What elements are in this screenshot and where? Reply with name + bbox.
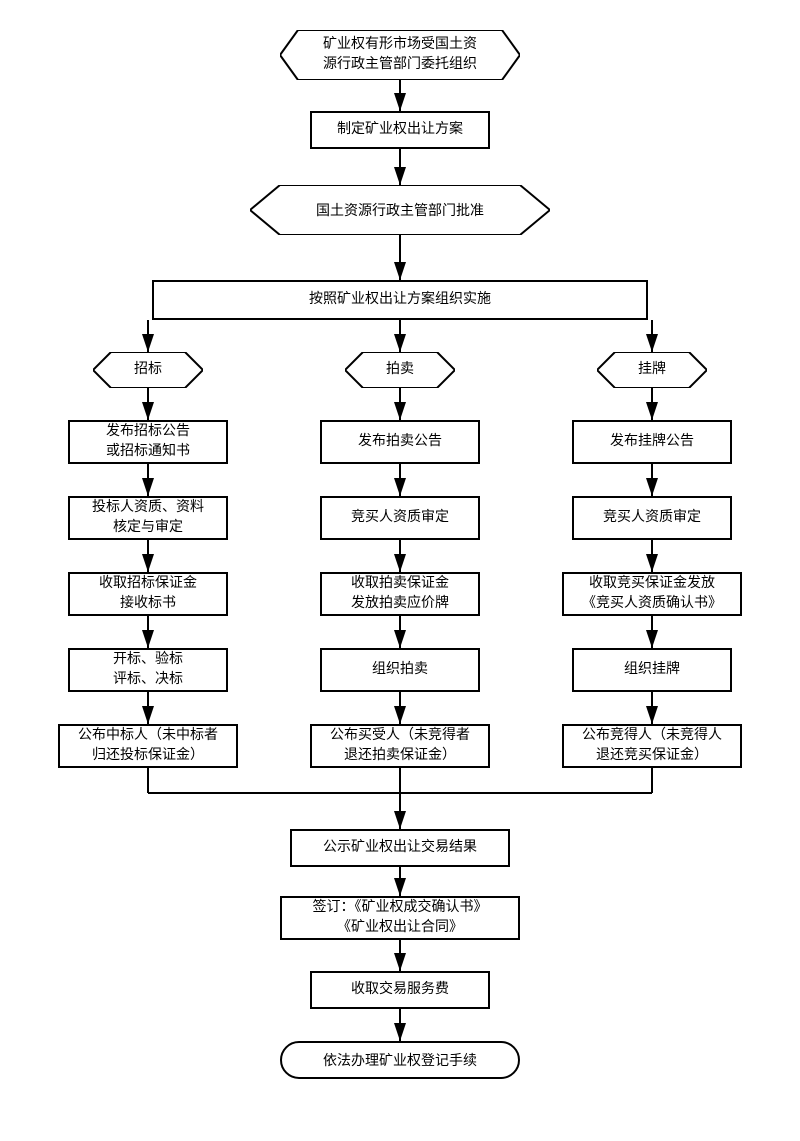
node-label: 收取竞买保证金发放 《竞买人资质确认书》 (582, 574, 722, 613)
node-label: 收取交易服务费 (351, 980, 449, 1000)
node-label: 发布拍卖公告 (358, 432, 442, 452)
rect-list4: 组织挂牌 (572, 648, 732, 692)
node-label: 开标、验标 评标、决标 (113, 650, 183, 689)
rect-bid2: 投标人资质、资料 核定与审定 (68, 496, 228, 540)
rect-bid5: 公布中标人（未中标者 归还投标保证金） (58, 724, 238, 768)
node-label: 依法办理矿业权登记手续 (323, 1050, 477, 1070)
node-label: 挂牌 (616, 360, 688, 380)
rect-publish: 公示矿业权出让交易结果 (290, 829, 510, 867)
node-label: 公布竞得人（未竞得人 退还竞买保证金） (582, 726, 722, 765)
rect-list3: 收取竞买保证金发放 《竞买人资质确认书》 (562, 572, 742, 616)
rect-auc2: 竞买人资质审定 (320, 496, 480, 540)
node-label: 按照矿业权出让方案组织实施 (309, 290, 491, 310)
node-label: 竞买人资质审定 (351, 508, 449, 528)
hexagon-list_head: 挂牌 (597, 352, 707, 388)
connector-layer (0, 0, 800, 1141)
node-label: 竞买人资质审定 (603, 508, 701, 528)
node-label: 招标 (112, 360, 184, 380)
rect-sign: 签订：《矿业权成交确认书》 《矿业权出让合同》 (280, 896, 520, 940)
rect-auc1: 发布拍卖公告 (320, 420, 480, 464)
node-label: 投标人资质、资料 核定与审定 (92, 498, 204, 537)
rect-list5: 公布竞得人（未竞得人 退还竞买保证金） (562, 724, 742, 768)
node-label: 发布招标公告 或招标通知书 (106, 422, 190, 461)
rect-auc3: 收取拍卖保证金 发放拍卖应价牌 (320, 572, 480, 616)
rect-bid3: 收取招标保证金 接收标书 (68, 572, 228, 616)
rect-fee: 收取交易服务费 (310, 971, 490, 1009)
node-label: 收取拍卖保证金 发放拍卖应价牌 (351, 574, 449, 613)
node-label: 发布挂牌公告 (610, 432, 694, 452)
node-label: 拍卖 (364, 360, 436, 380)
rect-implement: 按照矿业权出让方案组织实施 (152, 280, 648, 320)
hexagon-bid_head: 招标 (93, 352, 203, 388)
hexagon-auc_head: 拍卖 (345, 352, 455, 388)
node-label: 签订：《矿业权成交确认书》 《矿业权出让合同》 (313, 898, 488, 937)
rect-bid4: 开标、验标 评标、决标 (68, 648, 228, 692)
node-label: 矿业权有形市场受国土资 源行政主管部门委托组织 (301, 35, 499, 74)
node-label: 公布中标人（未中标者 归还投标保证金） (78, 726, 218, 765)
node-label: 国土资源行政主管部门批准 (316, 200, 484, 220)
node-label: 公布买受人（未竞得者 退还拍卖保证金） (330, 726, 470, 765)
node-label: 组织拍卖 (372, 660, 428, 680)
hexagon-start: 矿业权有形市场受国土资 源行政主管部门委托组织 (280, 30, 520, 80)
node-label: 组织挂牌 (624, 660, 680, 680)
node-label: 收取招标保证金 接收标书 (99, 574, 197, 613)
rect-auc4: 组织拍卖 (320, 648, 480, 692)
rect-bid1: 发布招标公告 或招标通知书 (68, 420, 228, 464)
rect-list1: 发布挂牌公告 (572, 420, 732, 464)
diamond-approve: 国土资源行政主管部门批准 (250, 185, 550, 235)
rect-auc5: 公布买受人（未竞得者 退还拍卖保证金） (310, 724, 490, 768)
rect-plan: 制定矿业权出让方案 (310, 111, 490, 149)
node-label: 公示矿业权出让交易结果 (323, 838, 477, 858)
rect-list2: 竞买人资质审定 (572, 496, 732, 540)
terminator-end: 依法办理矿业权登记手续 (280, 1041, 520, 1079)
node-label: 制定矿业权出让方案 (337, 120, 463, 140)
